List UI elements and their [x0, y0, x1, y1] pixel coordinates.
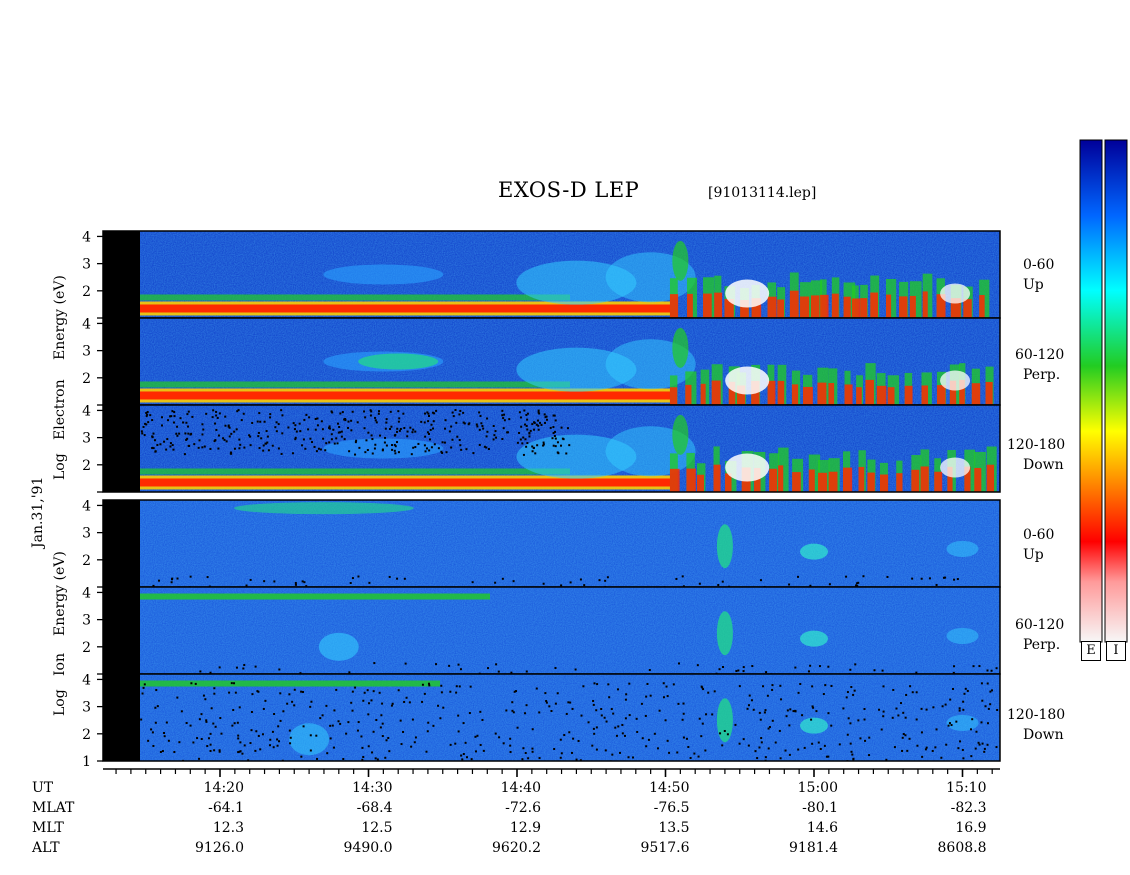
chart-title: EXOS-D LEP — [498, 178, 640, 202]
ytick-label-4-2: 2 — [82, 640, 91, 656]
panel-features-3 — [152, 502, 979, 587]
ephem-mlat-1: -68.4 — [356, 800, 393, 816]
panel-noise-4 — [140, 587, 1000, 674]
ephem-alt-3: 9517.6 — [640, 840, 690, 856]
ytick-label-1-1: 3 — [82, 344, 91, 360]
row-label-alt: ALT — [32, 840, 60, 856]
panel-features-1 — [140, 327, 994, 405]
electron-log-label: Log — [52, 453, 68, 480]
ytick-label-0-0: 4 — [82, 229, 91, 245]
ytick-label-3-1: 3 — [82, 526, 91, 542]
ephem-ut-1: 14:30 — [352, 780, 393, 796]
ephem-ut-3: 14:50 — [649, 780, 690, 796]
date-label: Jan.31,'91 — [30, 476, 46, 548]
ytick-label-5-1: 3 — [82, 700, 91, 716]
ytick-label-1-0: 4 — [82, 316, 91, 332]
ephem-mlat-4: -80.1 — [802, 800, 838, 816]
ion-log-label: Log — [52, 689, 68, 716]
ytick-label-4-1: 3 — [82, 613, 91, 629]
ephem-alt-5: 8608.8 — [937, 840, 987, 856]
ephem-ut-4: 15:00 — [797, 780, 838, 796]
ephem-mlt-3: 13.5 — [658, 820, 690, 836]
panel-4: 4 3 2 — [82, 585, 1001, 675]
colorbar-ion — [1104, 139, 1128, 643]
data-gap-3 — [103, 500, 140, 587]
electron-species-label: Electron — [52, 379, 68, 440]
ephem-mlat-2: -72.6 — [505, 800, 541, 816]
colorbar-electron — [1079, 139, 1103, 643]
ephem-mlat-3: -76.5 — [653, 800, 690, 816]
ephem-ut-2: 14:40 — [500, 780, 541, 796]
ephem-ut-5: 15:10 — [946, 780, 987, 796]
file-label: [91013114.lep] — [708, 185, 817, 201]
panel-label-i-up: 0-60 Up — [1023, 527, 1055, 563]
panel-frame-5 — [102, 673, 1001, 762]
panel-label-i-perp: 60-120 Perp. — [1015, 617, 1065, 653]
data-gap-4 — [103, 587, 140, 674]
panel-label-i-down: 120-180 Down — [1007, 707, 1066, 743]
panel-features-4 — [140, 593, 1000, 674]
row-label-ut: UT — [32, 780, 54, 796]
ytick-label-2-1: 3 — [82, 431, 91, 447]
data-gap-5 — [103, 674, 140, 761]
row-label-mlt: MLT — [32, 820, 64, 836]
panel-noise-5 — [140, 674, 1000, 761]
row-label-mlat: MLAT — [32, 800, 75, 816]
panel-label-e-up: 0-60 Up — [1023, 257, 1055, 293]
ion-species-label: Ion — [52, 653, 68, 676]
panel-5: 4 3 2 1 — [82, 672, 1001, 770]
ytick-label-5-0: 4 — [82, 672, 91, 688]
panel-features-2 — [140, 409, 997, 492]
ephem-alt-4: 9181.4 — [789, 840, 838, 856]
ephem-mlt-4: 14.6 — [806, 820, 838, 836]
ephem-mlt-5: 16.9 — [955, 820, 987, 836]
ephem-alt-1: 9490.0 — [343, 840, 393, 856]
ytick-label-5-3: 1 — [82, 754, 91, 770]
ephem-mlat-0: -64.1 — [208, 800, 244, 816]
colorbar-e-label: E — [1081, 641, 1101, 661]
ytick-label-2-2: 2 — [82, 458, 91, 474]
colorbar-i-label: I — [1106, 641, 1126, 661]
ytick-label-1-2: 2 — [82, 371, 91, 387]
panel-label-e-perp: 60-120 Perp. — [1015, 347, 1065, 383]
panel-2: 4 3 2 — [82, 403, 1001, 493]
data-gap-1 — [103, 318, 140, 405]
ytick-label-2-0: 4 — [82, 403, 91, 419]
panel-noise-3 — [140, 500, 1000, 587]
ephem-mlat-5: -82.3 — [950, 800, 987, 816]
ytick-label-3-0: 4 — [82, 498, 91, 514]
ytick-label-4-0: 4 — [82, 585, 91, 601]
ion-energy-label: Energy (eV) — [52, 551, 68, 636]
panel-label-e-down: 120-180 Down — [1007, 437, 1066, 473]
data-gap-0 — [103, 231, 140, 318]
panel-0: 4 3 2 — [82, 229, 1001, 319]
ephem-mlt-2: 12.9 — [509, 820, 541, 836]
ytick-label-0-1: 3 — [82, 257, 91, 273]
panel-features-5 — [140, 680, 999, 761]
ephem-mlt-1: 12.5 — [361, 820, 393, 836]
electron-energy-label: Energy (eV) — [52, 275, 68, 360]
ephem-mlt-0: 12.3 — [212, 820, 244, 836]
panel-features-0 — [140, 240, 990, 318]
ephem-ut-0: 14:20 — [203, 780, 244, 796]
panel-3: 4 3 2 — [82, 498, 1001, 588]
panel-frame-2 — [102, 404, 1001, 493]
ephem-alt-2: 9620.2 — [492, 840, 541, 856]
ytick-label-5-2: 2 — [82, 727, 91, 743]
ytick-label-3-2: 2 — [82, 553, 91, 569]
ytick-label-0-2: 2 — [82, 284, 91, 300]
data-gap-2 — [103, 405, 140, 492]
ephem-alt-0: 9126.0 — [195, 840, 244, 856]
panel-1: 4 3 2 — [82, 316, 1001, 406]
